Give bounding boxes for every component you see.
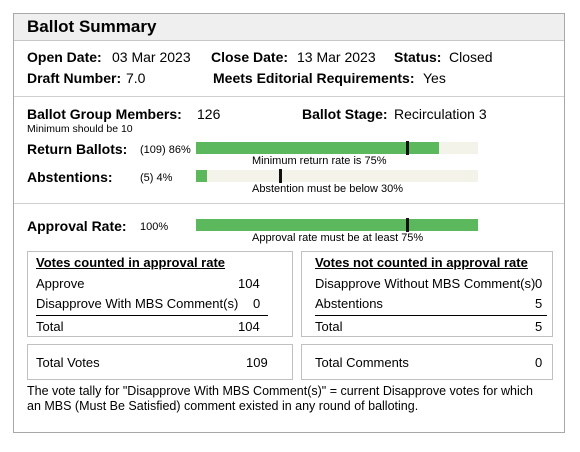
group-members-value: 126 — [197, 106, 221, 122]
members-note: Minimum should be 10 — [27, 123, 133, 135]
footnote-line-1: The vote tally for "Disapprove With MBS … — [27, 384, 533, 398]
open-date-label: Open Date: — [27, 49, 102, 65]
abstentions-note: Abstention must be below 30% — [252, 183, 404, 195]
close-date-value: 13 Mar 2023 — [297, 49, 376, 65]
votes-not-counted-box: Votes not counted in approval rate Disap… — [301, 251, 553, 337]
counted-total-label: Total — [36, 319, 64, 334]
title-bar: Ballot Summary — [14, 14, 564, 41]
ballot-stage-value: Recirculation 3 — [394, 106, 487, 122]
total-votes-label: Total Votes — [36, 355, 100, 370]
open-date-value: 03 Mar 2023 — [112, 49, 191, 65]
approval-rate-note: Approval rate must be at least 75% — [252, 232, 424, 244]
abstentions-bar — [196, 169, 478, 183]
votes-counted-box: Votes counted in approval rate Approve 1… — [27, 251, 293, 337]
not-counted-total-value: 5 — [535, 319, 543, 334]
votes-counted-heading: Votes counted in approval rate — [36, 255, 226, 270]
ballot-summary-panel: Ballot Summary Open Date: 03 Mar 2023 Cl… — [13, 13, 565, 433]
abstentions-fill — [196, 170, 207, 182]
draft-number-label: Draft Number: — [27, 70, 122, 86]
abstentions-row-value: 5 — [535, 296, 543, 311]
approval-rate-label: Approval Rate: — [27, 218, 127, 234]
return-ballots-bar — [196, 141, 478, 155]
editorial-label: Meets Editorial Requirements: — [213, 70, 415, 86]
total-votes-box: Total Votes 109 — [27, 344, 293, 380]
return-ballots-value: (109) 86% — [140, 144, 191, 156]
status-label: Status: — [394, 49, 442, 65]
return-ballots-fill — [196, 142, 439, 154]
draft-number-value: 7.0 — [126, 70, 146, 86]
abstentions-row-label: Abstentions — [315, 296, 383, 311]
abstentions-label: Abstentions: — [27, 169, 113, 185]
return-ballots-threshold — [406, 141, 409, 155]
return-ballots-label: Return Ballots: — [27, 141, 128, 157]
votes-not-counted-heading: Votes not counted in approval rate — [315, 255, 528, 270]
abstentions-threshold — [279, 169, 282, 183]
approval-rate-value: 100% — [140, 221, 169, 233]
disapprove-no-mbs-label: Disapprove Without MBS Comment(s) — [315, 276, 536, 291]
return-ballots-note: Minimum return rate is 75% — [252, 155, 387, 167]
not-counted-total-label: Total — [315, 319, 343, 334]
total-comments-label: Total Comments — [315, 355, 409, 370]
total-comments-box: Total Comments 0 — [301, 344, 553, 380]
approve-label: Approve — [36, 276, 85, 291]
divider — [14, 203, 564, 204]
total-comments-value: 0 — [535, 355, 543, 370]
approval-rate-bar — [196, 218, 478, 232]
total-rule — [315, 315, 547, 316]
divider — [14, 96, 564, 97]
disapprove-mbs-label: Disapprove With MBS Comment(s) — [36, 296, 239, 311]
close-date-label: Close Date: — [211, 49, 289, 65]
total-rule — [36, 315, 268, 316]
approval-rate-fill — [196, 219, 478, 231]
total-votes-value: 109 — [246, 355, 268, 370]
editorial-value: Yes — [423, 70, 446, 86]
approval-rate-threshold — [406, 218, 409, 232]
group-members-label: Ballot Group Members: — [27, 106, 182, 122]
disapprove-no-mbs-value: 0 — [535, 276, 543, 291]
ballot-stage-label: Ballot Stage: — [302, 106, 388, 122]
page-title: Ballot Summary — [27, 17, 157, 36]
counted-total-value: 104 — [238, 319, 260, 334]
status-value: Closed — [449, 49, 493, 65]
disapprove-mbs-value: 0 — [253, 296, 261, 311]
footnote-line-2: an MBS (Must Be Satisfied) comment exist… — [27, 399, 419, 413]
approve-value: 104 — [238, 276, 260, 291]
abstentions-value: (5) 4% — [140, 172, 173, 184]
